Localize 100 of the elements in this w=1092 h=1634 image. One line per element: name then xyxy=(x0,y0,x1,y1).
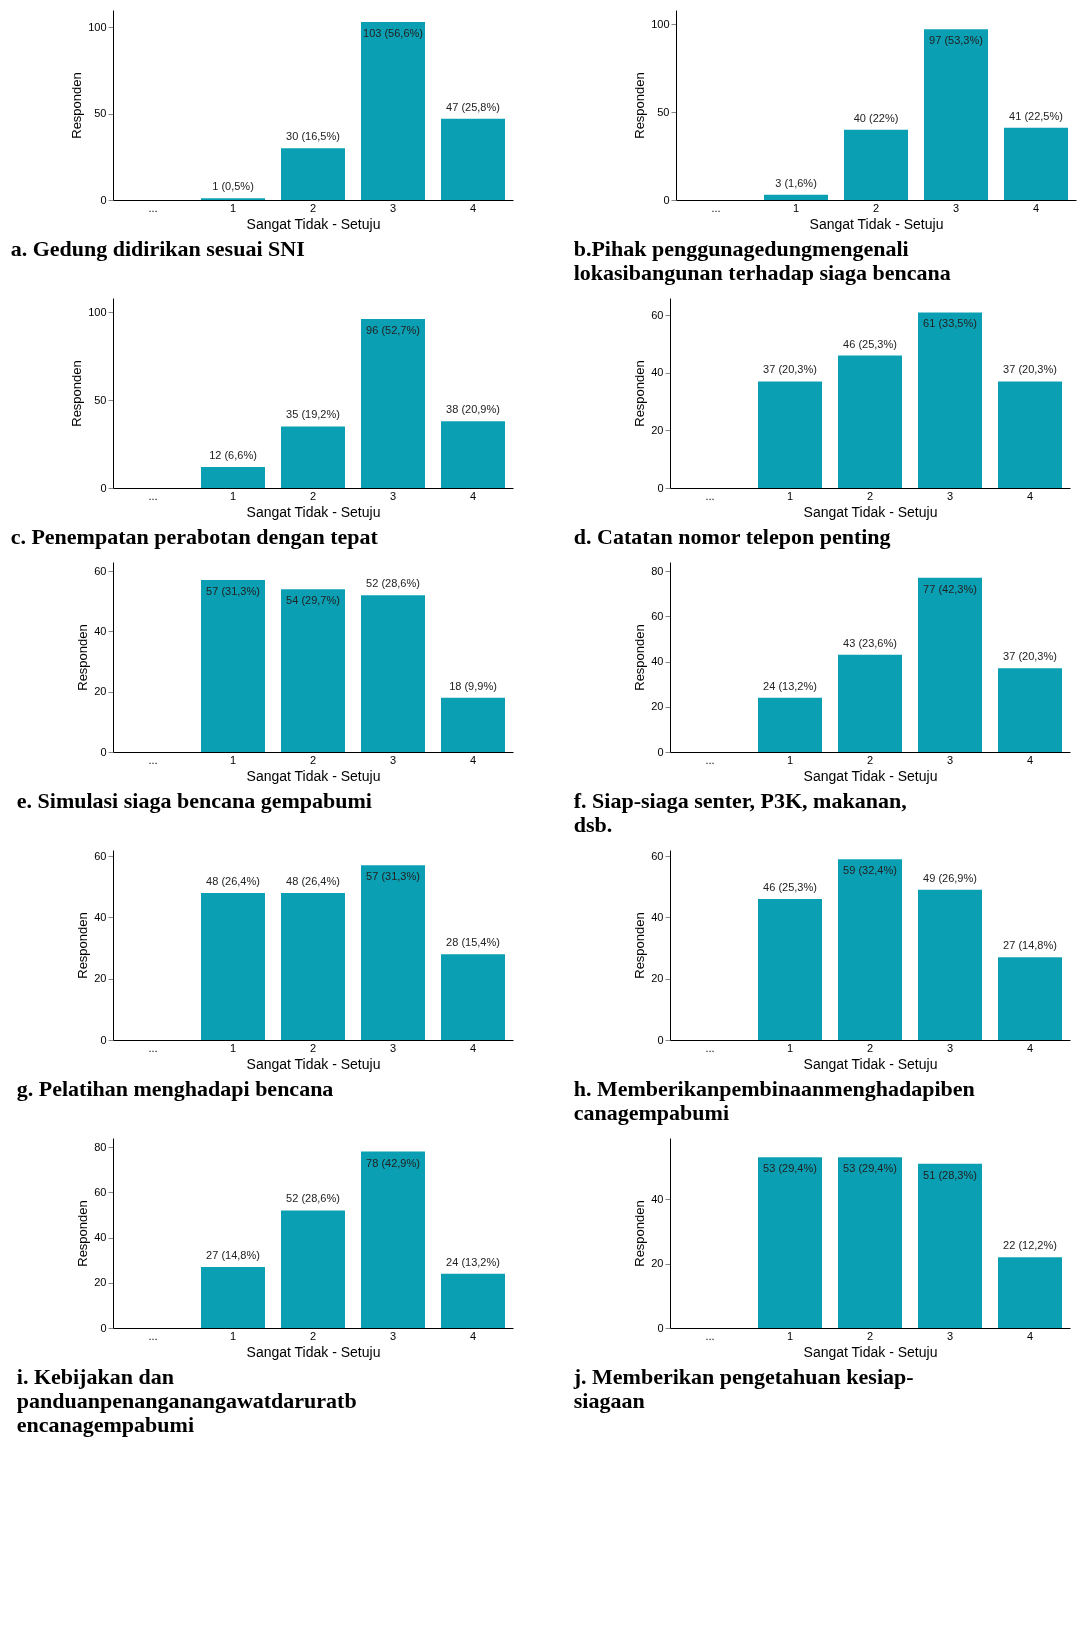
x-tick-label: 4 xyxy=(1026,1329,1034,1342)
y-tick-label: 0 xyxy=(100,1033,107,1046)
x-tick-label: 3 xyxy=(946,753,954,766)
y-tick-label: 60 xyxy=(94,1185,107,1198)
y-tick-label: 60 xyxy=(94,564,107,577)
text: h. Memberikanpembinaanmenghadapiben canagempabumi xyxy=(573,1076,975,1125)
y-tick-label: 100 xyxy=(88,305,107,318)
y-tick-label: 50 xyxy=(94,393,107,406)
y-tick-label: 40 xyxy=(94,1231,107,1244)
bar xyxy=(361,595,425,752)
y-tick-label: 20 xyxy=(94,685,107,698)
x-tick-label: 2 xyxy=(872,201,880,214)
data-label: 41 (22,5%) xyxy=(1009,109,1063,122)
data-label: 27 (14,8%) xyxy=(1003,939,1057,952)
x-tick-label: 2 xyxy=(309,753,317,766)
x-tick-label: 3 xyxy=(946,489,954,502)
x-tick-label: 1 xyxy=(229,201,237,214)
bar xyxy=(998,1257,1062,1328)
x-axis-title: Sangat Tidak - Setuju xyxy=(803,503,938,520)
data-label: 3 (1,6%) xyxy=(775,176,817,189)
data-label: 30 (16,5%) xyxy=(286,130,340,143)
y-tick-label: 0 xyxy=(100,745,107,758)
y-axis-title: Responden xyxy=(632,1200,648,1267)
y-tick-label: 20 xyxy=(94,1276,107,1289)
x-axis-title: Sangat Tidak - Setuju xyxy=(803,1055,938,1072)
y-axis-title: Responden xyxy=(69,360,85,427)
x-tick-label: 2 xyxy=(309,1329,317,1342)
x-tick-label: 1 xyxy=(229,1041,237,1054)
x-tick-label: 3 xyxy=(389,489,397,502)
x-tick-label: 4 xyxy=(1026,489,1034,502)
y-tick-label: 0 xyxy=(657,745,664,758)
x-axis-title: Sangat Tidak - Setuju xyxy=(809,215,944,232)
x-tick-label: ... xyxy=(705,489,715,502)
bar xyxy=(441,1273,505,1328)
x-tick-label: 4 xyxy=(469,489,477,502)
x-tick-label: 1 xyxy=(229,489,237,502)
bar xyxy=(764,194,828,200)
data-label: 28 (15,4%) xyxy=(446,936,500,949)
data-label: 43 (23,6%) xyxy=(843,636,897,649)
bar xyxy=(441,954,505,1040)
data-label: 37 (20,3%) xyxy=(1003,363,1057,376)
y-tick-label: 80 xyxy=(651,564,664,577)
x-tick-label: 4 xyxy=(1026,753,1034,766)
bar xyxy=(838,654,902,752)
bar xyxy=(441,118,505,200)
data-label: 12 (6,6%) xyxy=(209,448,257,461)
x-tick-label: 1 xyxy=(786,489,794,502)
y-tick-label: 0 xyxy=(663,193,670,206)
x-tick-label: 4 xyxy=(1032,201,1040,214)
x-tick-label: 4 xyxy=(469,201,477,214)
x-tick-label: ... xyxy=(148,201,158,214)
y-tick-label: 20 xyxy=(94,972,107,985)
text: b.Pihak penggunagedungmengenali lokasibangunan terhadap siaga bencana xyxy=(573,236,951,285)
y-axis-title: Responden xyxy=(75,624,91,691)
bar xyxy=(281,589,345,752)
y-tick-label: 60 xyxy=(651,609,664,622)
y-axis-title: Responden xyxy=(632,360,648,427)
y-tick-label: 60 xyxy=(651,849,664,862)
x-tick-label: ... xyxy=(148,753,158,766)
data-label: 96 (52,7%) xyxy=(366,324,420,337)
text: i. Kebijakan dan panduanpenanganangawatdaruratb encanagempabumi xyxy=(16,1364,357,1437)
data-label: 46 (25,3%) xyxy=(763,881,817,894)
y-tick-label: 100 xyxy=(651,17,670,30)
x-tick-label: 3 xyxy=(389,753,397,766)
bar xyxy=(998,957,1062,1040)
y-tick-label: 0 xyxy=(657,1033,664,1046)
x-axis-title: Sangat Tidak - Setuju xyxy=(246,1055,381,1072)
x-tick-label: 3 xyxy=(946,1329,954,1342)
x-tick-label: ... xyxy=(148,489,158,502)
bar xyxy=(758,899,822,1040)
y-axis-title: Responden xyxy=(632,624,648,691)
bar xyxy=(281,426,345,488)
x-tick-label: 2 xyxy=(309,201,317,214)
y-tick-label: 20 xyxy=(651,1257,664,1270)
text: e. Simulasi siaga bencana gempabumi xyxy=(16,788,372,813)
y-tick-label: 40 xyxy=(651,366,664,379)
data-label: 52 (28,6%) xyxy=(286,1192,340,1205)
bar xyxy=(441,697,505,752)
x-tick-label: ... xyxy=(705,753,715,766)
x-axis-title: Sangat Tidak - Setuju xyxy=(246,215,381,232)
y-tick-label: 0 xyxy=(100,481,107,494)
x-tick-label: 1 xyxy=(786,1329,794,1342)
x-axis-title: Sangat Tidak - Setuju xyxy=(246,767,381,784)
data-label: 38 (20,9%) xyxy=(446,403,500,416)
bar xyxy=(998,668,1062,752)
x-tick-label: 3 xyxy=(952,201,960,214)
data-label: 78 (42,9%) xyxy=(366,1156,420,1169)
y-axis-title: Responden xyxy=(69,72,85,139)
data-label: 24 (13,2%) xyxy=(446,1255,500,1268)
bar xyxy=(844,129,908,200)
data-label: 57 (31,3%) xyxy=(366,870,420,883)
y-tick-label: 0 xyxy=(100,1321,107,1334)
data-label: 37 (20,3%) xyxy=(1003,650,1057,663)
bar xyxy=(201,466,265,488)
x-tick-label: ... xyxy=(705,1329,715,1342)
data-label: 51 (28,3%) xyxy=(923,1168,977,1181)
data-label: 103 (56,6%) xyxy=(363,27,423,40)
data-label: 18 (9,9%) xyxy=(449,679,497,692)
bar xyxy=(361,1151,425,1328)
data-label: 57 (31,3%) xyxy=(206,585,260,598)
